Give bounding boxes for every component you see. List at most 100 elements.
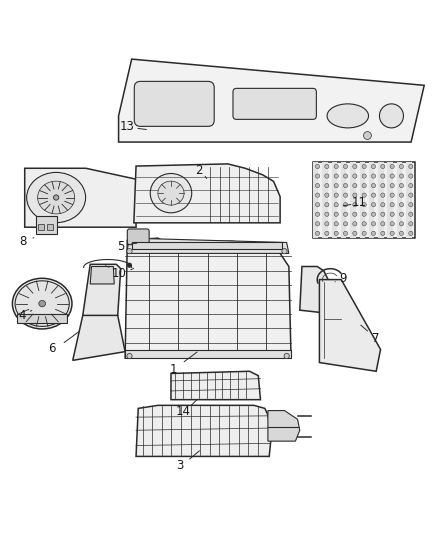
Ellipse shape (343, 212, 348, 216)
Ellipse shape (362, 203, 366, 207)
Ellipse shape (390, 203, 394, 207)
Ellipse shape (315, 174, 320, 178)
Text: 4: 4 (18, 309, 25, 322)
Ellipse shape (353, 203, 357, 207)
Ellipse shape (12, 278, 72, 329)
Ellipse shape (325, 222, 329, 226)
Ellipse shape (127, 263, 132, 268)
Ellipse shape (343, 174, 348, 178)
Ellipse shape (379, 104, 403, 128)
Polygon shape (300, 266, 328, 312)
Ellipse shape (334, 212, 338, 216)
Polygon shape (83, 264, 121, 324)
Bar (332, 161, 337, 238)
FancyBboxPatch shape (134, 82, 214, 126)
Text: 6: 6 (49, 342, 56, 355)
Polygon shape (319, 280, 381, 372)
Ellipse shape (334, 164, 338, 168)
Ellipse shape (409, 212, 413, 216)
Bar (132, 243, 283, 249)
Ellipse shape (371, 174, 376, 178)
Ellipse shape (409, 174, 413, 178)
Bar (397, 161, 403, 238)
Polygon shape (119, 59, 424, 142)
Ellipse shape (353, 222, 357, 226)
Ellipse shape (315, 164, 320, 168)
Ellipse shape (381, 212, 385, 216)
Bar (341, 161, 346, 238)
Polygon shape (125, 238, 291, 358)
Ellipse shape (315, 183, 320, 188)
Bar (388, 161, 393, 238)
Ellipse shape (399, 231, 403, 236)
Ellipse shape (127, 353, 132, 359)
Bar (378, 161, 384, 238)
Ellipse shape (334, 193, 338, 197)
Polygon shape (73, 316, 125, 360)
Ellipse shape (381, 222, 385, 226)
Ellipse shape (371, 183, 376, 188)
Ellipse shape (390, 164, 394, 168)
Ellipse shape (409, 203, 413, 207)
Polygon shape (35, 216, 57, 234)
Ellipse shape (325, 164, 329, 168)
Polygon shape (127, 238, 289, 253)
Ellipse shape (362, 212, 366, 216)
Ellipse shape (334, 203, 338, 207)
Ellipse shape (399, 183, 403, 188)
Ellipse shape (381, 183, 385, 188)
Ellipse shape (38, 181, 75, 214)
Ellipse shape (390, 212, 394, 216)
Ellipse shape (325, 183, 329, 188)
Text: 5: 5 (117, 240, 124, 253)
Ellipse shape (15, 281, 69, 326)
Polygon shape (268, 410, 300, 441)
Ellipse shape (353, 183, 357, 188)
Ellipse shape (362, 174, 366, 178)
Ellipse shape (353, 174, 357, 178)
Ellipse shape (39, 301, 46, 307)
Ellipse shape (353, 164, 357, 168)
Ellipse shape (315, 193, 320, 197)
Ellipse shape (399, 164, 403, 168)
Text: 7: 7 (371, 332, 379, 345)
Ellipse shape (334, 183, 338, 188)
Ellipse shape (334, 231, 338, 236)
Ellipse shape (158, 181, 184, 205)
Ellipse shape (343, 193, 348, 197)
Ellipse shape (381, 193, 385, 197)
Ellipse shape (362, 193, 366, 197)
Text: 11: 11 (351, 196, 366, 209)
Text: 13: 13 (120, 120, 135, 133)
Ellipse shape (327, 104, 368, 128)
Text: 8: 8 (20, 235, 27, 248)
Ellipse shape (343, 231, 348, 236)
Text: 10: 10 (112, 268, 127, 280)
Ellipse shape (334, 174, 338, 178)
Ellipse shape (371, 212, 376, 216)
Ellipse shape (409, 193, 413, 197)
Ellipse shape (150, 174, 192, 213)
Ellipse shape (315, 222, 320, 226)
Ellipse shape (325, 193, 329, 197)
Text: 2: 2 (196, 164, 203, 177)
Bar (38, 224, 44, 230)
Text: 14: 14 (176, 405, 191, 418)
Ellipse shape (315, 203, 320, 207)
Ellipse shape (325, 174, 329, 178)
Ellipse shape (362, 183, 366, 188)
Ellipse shape (409, 164, 413, 168)
Ellipse shape (364, 132, 371, 140)
Ellipse shape (390, 231, 394, 236)
Bar (46, 224, 53, 230)
Ellipse shape (409, 183, 413, 188)
Text: 1: 1 (170, 362, 177, 376)
FancyBboxPatch shape (127, 229, 149, 245)
Bar (369, 161, 374, 238)
Ellipse shape (343, 203, 348, 207)
Ellipse shape (353, 193, 357, 197)
Ellipse shape (343, 164, 348, 168)
Ellipse shape (343, 183, 348, 188)
Bar (406, 161, 412, 238)
Text: 9: 9 (340, 272, 347, 285)
